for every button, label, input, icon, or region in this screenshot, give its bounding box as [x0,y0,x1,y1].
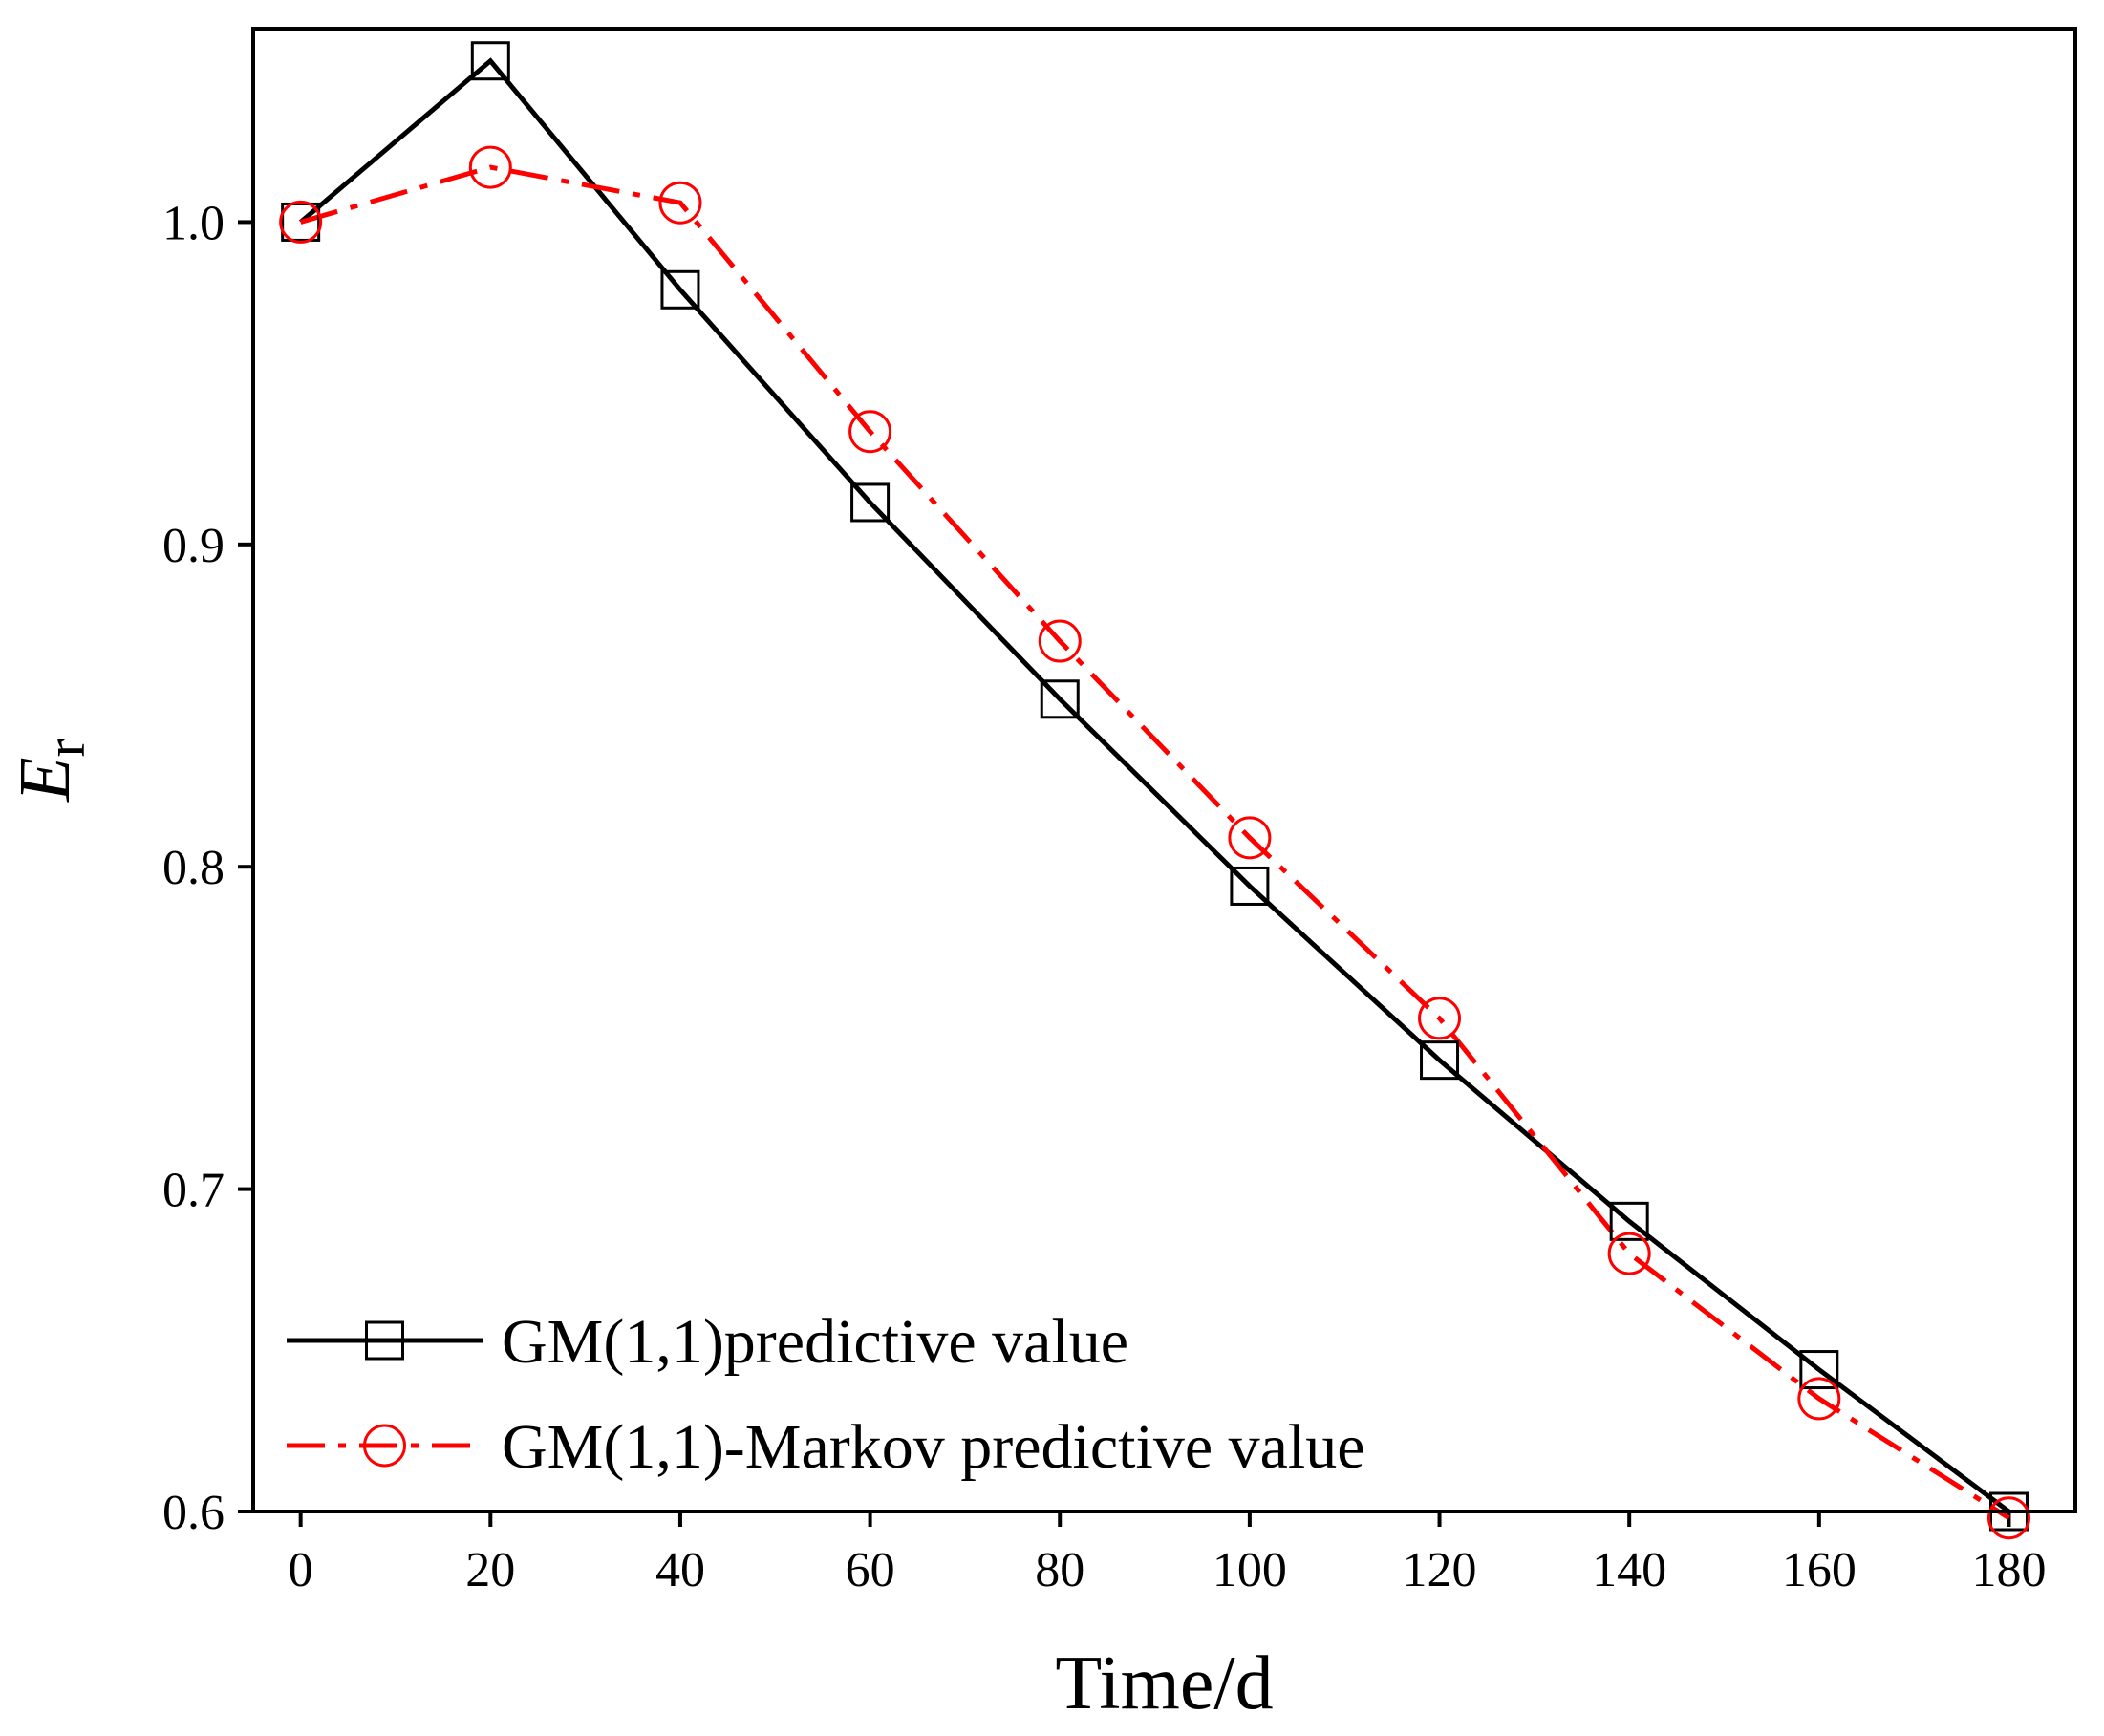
data-point-square [1230,866,1270,906]
x-tick-label: 80 [1035,1543,1084,1597]
data-point-circle [1986,1496,2030,1540]
legend-circle-marker [363,1424,406,1468]
x-tick-label: 100 [1213,1543,1287,1597]
series-line-gm11 [299,57,2010,1514]
data-point-circle [1038,619,1082,663]
tick-labels: 0 20 40 60 80 100 120 140 160 180 0.6 0.7 0.8 0.9 1.0 [162,196,2046,1597]
x-tick-label: 160 [1782,1543,1857,1597]
data-point-circle [279,200,323,244]
x-tick-label: 120 [1403,1543,1477,1597]
data-point-square [1040,679,1080,719]
data-point-square [1420,1040,1460,1081]
series-lines [299,57,2010,1520]
y-tick-label: 0.6 [162,1486,225,1540]
plot-area [279,41,2030,1540]
x-tick-label: 180 [1971,1543,2046,1597]
x-tick-label: 60 [846,1543,895,1597]
legend-label-markov: GM(1,1)-Markov predictive value [502,1412,1365,1482]
y-tick-label: 1.0 [162,196,225,250]
x-tick-label: 20 [465,1543,515,1597]
legend-item-markov: GM(1,1)-Markov predictive value [287,1412,1365,1482]
data-point-square [660,269,700,310]
data-point-square [1609,1201,1649,1241]
y-tick-label: 0.7 [162,1164,225,1218]
data-point-circle [1797,1377,1841,1421]
data-point-square [281,202,321,242]
legend-label-gm11: GM(1,1)predictive value [502,1307,1128,1377]
data-point-square [1799,1350,1839,1390]
legend-item-gm11: GM(1,1)predictive value [287,1307,1128,1377]
axis-ticks [238,220,2011,1527]
data-point-circle [468,145,512,189]
legend: GM(1,1)predictive value GM(1,1)-Markov p… [287,1307,1365,1482]
y-tick-label: 0.8 [162,841,225,895]
x-axis-title: Time/d [1055,1641,1273,1725]
data-point-square [470,41,510,81]
y-axis-title-main: E [5,757,85,802]
y-axis-title-subscript: r [34,739,97,757]
series-line-markov [299,164,2010,1520]
data-point-circle [1607,1232,1651,1275]
x-tick-label: 0 [289,1543,313,1597]
data-point-circle [1228,816,1272,860]
x-tick-label: 140 [1592,1543,1666,1597]
y-axis-title: Er [5,739,97,803]
y-tick-label: 0.9 [162,519,225,573]
legend-square-marker [365,1320,404,1361]
plot-frame [251,27,2077,1513]
data-point-circle [1418,997,1462,1040]
data-point-circle [848,410,892,454]
x-tick-label: 40 [655,1543,705,1597]
data-point-circle [658,181,702,225]
data-point-square [850,482,891,523]
